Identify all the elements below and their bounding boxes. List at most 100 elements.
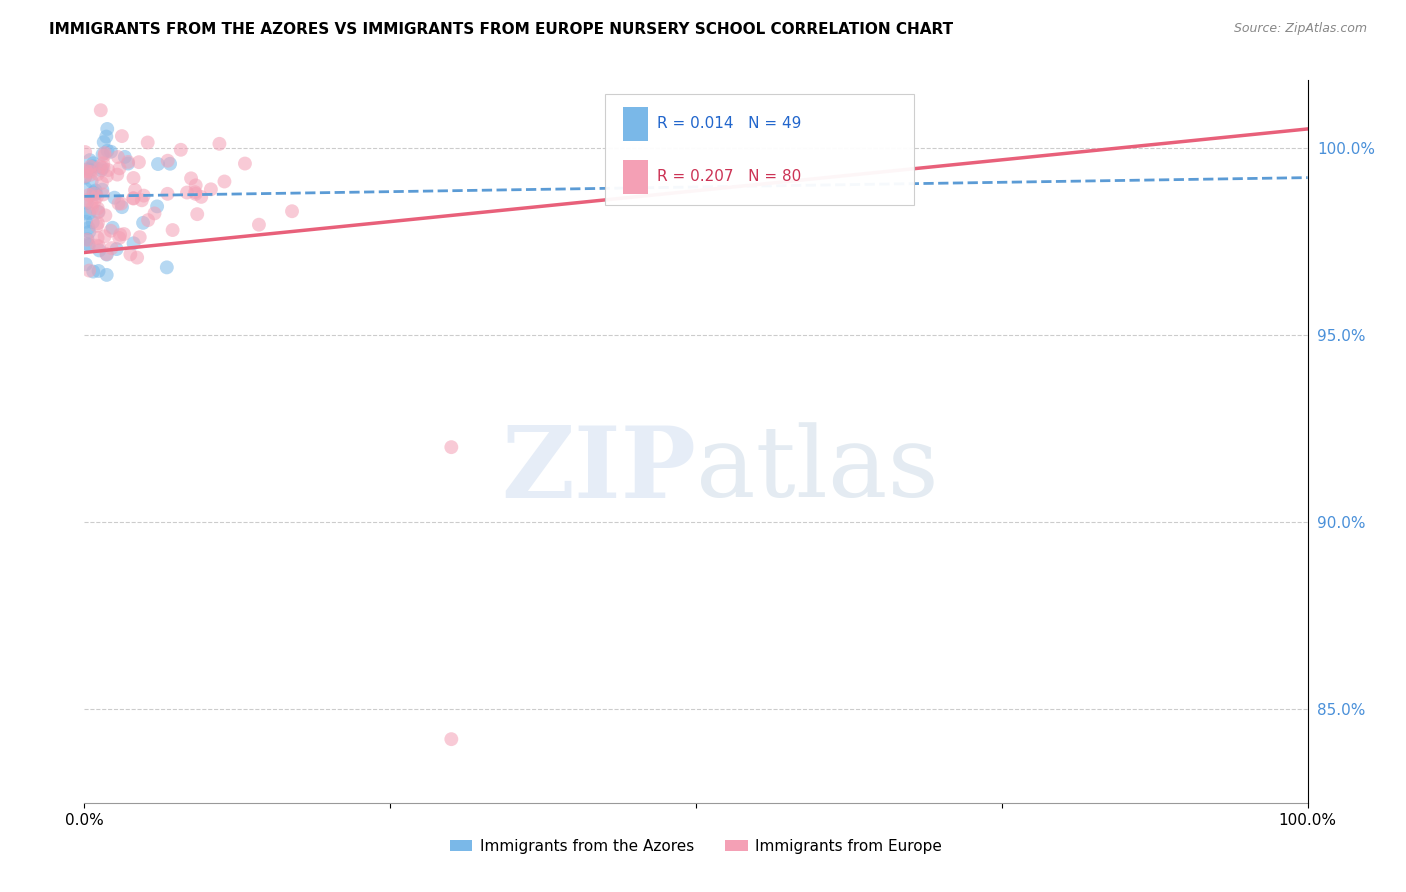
Point xyxy=(75,257,97,271)
Point xyxy=(79,162,101,177)
Point xyxy=(100,224,122,238)
Point xyxy=(170,143,193,157)
Point xyxy=(76,196,98,211)
Point xyxy=(96,169,118,184)
Text: ZIP: ZIP xyxy=(501,422,696,519)
Point xyxy=(84,186,107,201)
Point xyxy=(117,156,139,170)
Point xyxy=(94,146,117,161)
Point xyxy=(90,103,112,118)
Point xyxy=(162,223,184,237)
Point xyxy=(80,196,103,211)
Point xyxy=(105,168,128,182)
Point xyxy=(105,242,128,256)
Point xyxy=(136,213,159,227)
Point xyxy=(131,194,153,208)
Point xyxy=(159,157,181,171)
Point xyxy=(75,145,97,159)
Point xyxy=(103,191,125,205)
Point xyxy=(184,186,207,201)
Point xyxy=(200,182,222,196)
Point xyxy=(184,185,207,199)
Point xyxy=(80,201,103,215)
Point xyxy=(110,196,132,211)
Point xyxy=(90,163,112,178)
Point xyxy=(75,215,97,229)
Point xyxy=(79,225,101,239)
Point xyxy=(127,251,149,265)
Point xyxy=(96,268,118,282)
Point xyxy=(96,144,118,158)
Point xyxy=(124,183,146,197)
Point xyxy=(100,145,122,159)
Point xyxy=(87,216,110,230)
Point xyxy=(156,153,179,168)
Point xyxy=(440,440,463,454)
Point xyxy=(184,178,207,193)
Point xyxy=(93,148,115,162)
Point xyxy=(84,184,107,198)
Point xyxy=(79,165,101,179)
Point xyxy=(120,247,142,261)
Legend: Immigrants from the Azores, Immigrants from Europe: Immigrants from the Azores, Immigrants f… xyxy=(443,833,949,860)
Point xyxy=(122,236,145,251)
Point xyxy=(107,150,129,164)
Point xyxy=(186,207,208,221)
Point xyxy=(122,171,145,186)
Point xyxy=(281,204,304,219)
Point xyxy=(73,169,96,184)
Point xyxy=(108,161,131,176)
Point xyxy=(93,229,115,244)
Text: IMMIGRANTS FROM THE AZORES VS IMMIGRANTS FROM EUROPE NURSERY SCHOOL CORRELATION : IMMIGRANTS FROM THE AZORES VS IMMIGRANTS… xyxy=(49,22,953,37)
Point xyxy=(94,208,117,222)
Point xyxy=(233,156,256,170)
Point xyxy=(83,194,105,209)
Point xyxy=(75,193,97,207)
Point xyxy=(87,264,110,278)
Point xyxy=(117,154,139,169)
Point xyxy=(97,163,120,178)
Text: Source: ZipAtlas.com: Source: ZipAtlas.com xyxy=(1233,22,1367,36)
Point xyxy=(79,168,101,182)
Point xyxy=(214,174,236,188)
Point xyxy=(82,156,104,170)
Point xyxy=(86,231,108,245)
Point xyxy=(91,183,114,197)
Point xyxy=(96,247,118,261)
Text: R = 0.014   N = 49: R = 0.014 N = 49 xyxy=(657,117,801,131)
Point xyxy=(75,164,97,178)
Point xyxy=(91,161,114,175)
Point xyxy=(108,227,131,242)
Point xyxy=(91,156,114,170)
Point xyxy=(86,190,108,204)
Point xyxy=(82,215,104,229)
Point xyxy=(82,159,104,173)
Point xyxy=(180,171,202,186)
Point xyxy=(75,206,97,220)
Point xyxy=(96,122,118,136)
Point xyxy=(156,260,179,275)
Point xyxy=(89,160,111,174)
Point xyxy=(77,221,100,235)
Text: atlas: atlas xyxy=(696,423,939,518)
Point xyxy=(176,186,198,200)
Point xyxy=(87,204,110,219)
Point xyxy=(80,174,103,188)
Point xyxy=(146,199,169,213)
Point xyxy=(90,176,112,190)
Point xyxy=(128,155,150,169)
Point xyxy=(208,136,231,151)
Point xyxy=(75,181,97,195)
Point xyxy=(146,157,169,171)
Point xyxy=(112,227,135,241)
Point xyxy=(82,264,104,278)
Point xyxy=(156,186,179,201)
Point xyxy=(83,186,105,201)
Point xyxy=(440,732,463,747)
Point xyxy=(122,191,145,205)
Point xyxy=(89,244,111,258)
Point xyxy=(82,186,104,200)
Point xyxy=(93,161,115,175)
Point xyxy=(132,216,155,230)
Point xyxy=(136,136,159,150)
